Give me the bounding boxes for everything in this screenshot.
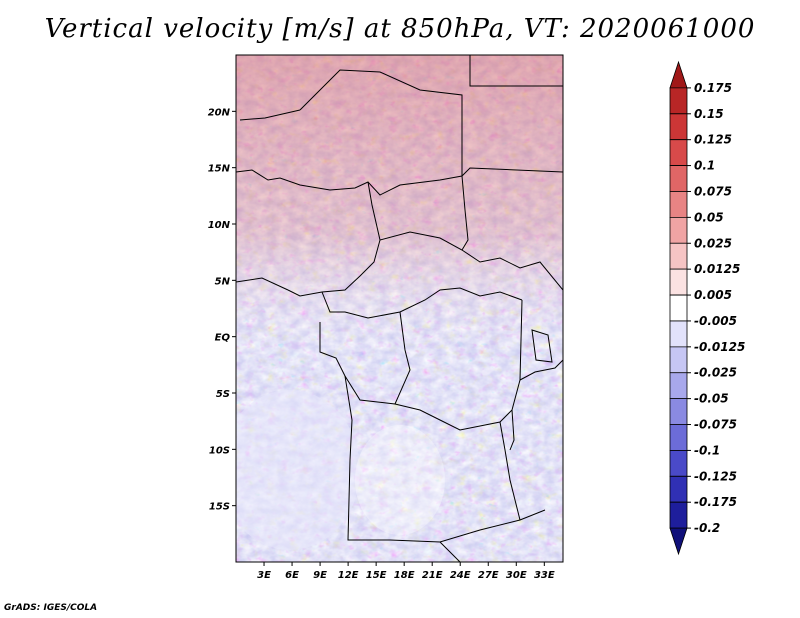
southern-calm-region <box>355 425 445 535</box>
colorbar-label: 0.05 <box>694 210 724 224</box>
colorbar-swatch <box>669 216 688 244</box>
west-coast <box>236 277 289 291</box>
chad-sudan-border <box>461 175 469 251</box>
borders <box>236 55 563 562</box>
colorbar-swatch <box>669 191 688 218</box>
botswana-border <box>439 541 461 562</box>
colorbar-swatch <box>669 372 688 400</box>
colorbar-swatch <box>669 87 688 115</box>
map-frame <box>235 54 564 563</box>
angola-border <box>344 375 546 543</box>
colorbar-label: 0.075 <box>694 184 732 198</box>
lon-label: 24E <box>450 570 471 581</box>
longitude-axis: 3E 6E 9E 12E 15E 18E 21E 24E 27E 30E 33E <box>257 562 555 581</box>
colorbar-swatch <box>669 268 688 296</box>
colorbar-label: -0.175 <box>694 495 737 509</box>
libya-egypt-border <box>469 55 563 87</box>
congo-north-border <box>321 287 523 319</box>
lat-label: 5N <box>215 276 231 287</box>
lat-label: 10S <box>209 445 230 456</box>
lon-label: 18E <box>394 570 415 581</box>
latitude-axis: 20N 15N 10N 5N EQ 5S 10S 15S <box>208 107 236 513</box>
colorbar-swatch <box>669 60 688 89</box>
sahel-border <box>236 167 563 196</box>
colorbar-swatch <box>669 501 688 529</box>
lon-label: 33E <box>534 570 555 581</box>
lat-label: 10N <box>208 220 231 231</box>
colorbar-label: -0.005 <box>694 314 737 328</box>
nigeria-border <box>287 181 381 297</box>
lake-tanganyika <box>509 409 515 451</box>
colorbar-swatch <box>669 320 688 348</box>
colorbar-swatch <box>669 398 688 425</box>
mali-border <box>239 109 301 121</box>
colorbar-label: -0.2 <box>694 521 720 535</box>
lon-label: 15E <box>366 570 387 581</box>
colorbar-label: 0.025 <box>694 236 732 250</box>
colorbar-label: 0.0125 <box>694 262 740 276</box>
colorbar-label: -0.0125 <box>694 340 745 354</box>
colorbar-label: 0.005 <box>694 288 732 302</box>
colorbar-swatch <box>669 450 688 477</box>
colorbar-swatch <box>669 165 688 192</box>
car-sudan-border <box>379 231 563 291</box>
colorbar-swatch <box>669 424 688 451</box>
colorbar-label: 0.1 <box>694 159 715 173</box>
colorbar-label: 0.175 <box>694 81 732 95</box>
lon-label: 6E <box>285 570 299 581</box>
lat-label: 20N <box>208 107 231 118</box>
lon-label: 30E <box>506 570 527 581</box>
lat-label: EQ <box>215 333 231 344</box>
colorbar-label: -0.1 <box>694 443 720 457</box>
colorbar: 0.175 0.15 0.125 0.1 0.075 0.05 0.025 0.0125 0.0… <box>669 60 745 556</box>
map-panel <box>236 55 563 562</box>
lat-label: 15N <box>208 164 231 175</box>
niger-border <box>299 69 463 176</box>
zambia-border <box>499 421 521 521</box>
colorbar-label: -0.025 <box>694 366 737 380</box>
colorbar-label: 0.15 <box>694 107 724 121</box>
lat-label: 5S <box>216 389 230 400</box>
colorbar-label: -0.05 <box>694 392 729 406</box>
colorbar-swatch <box>669 475 688 503</box>
colorbar-swatch <box>669 294 688 322</box>
chart-title: Vertical velocity [m/s] at 850hPa, VT: 2… <box>44 14 756 44</box>
tanzania-border <box>519 359 563 381</box>
colorbar-swatch <box>669 139 688 166</box>
colorbar-label: -0.125 <box>694 469 737 483</box>
drc-border <box>319 299 523 431</box>
southwest-calm-region <box>236 390 360 550</box>
lon-label: 21E <box>422 570 443 581</box>
grads-credit: GrADS: IGES/COLA <box>4 603 98 613</box>
lon-label: 9E <box>313 570 327 581</box>
congo-drc-border <box>394 311 411 405</box>
lake-victoria <box>531 329 553 363</box>
colorbar-swatch <box>669 113 688 141</box>
colorbar-swatch <box>669 527 688 556</box>
lon-label: 12E <box>338 570 359 581</box>
lat-label: 15S <box>209 502 230 513</box>
lon-label: 3E <box>257 570 271 581</box>
colorbar-label: 0.125 <box>694 133 732 147</box>
colorbar-label: -0.075 <box>694 418 737 432</box>
colorbar-swatch <box>669 242 688 270</box>
lon-label: 27E <box>478 570 499 581</box>
colorbar-swatch <box>669 346 688 374</box>
